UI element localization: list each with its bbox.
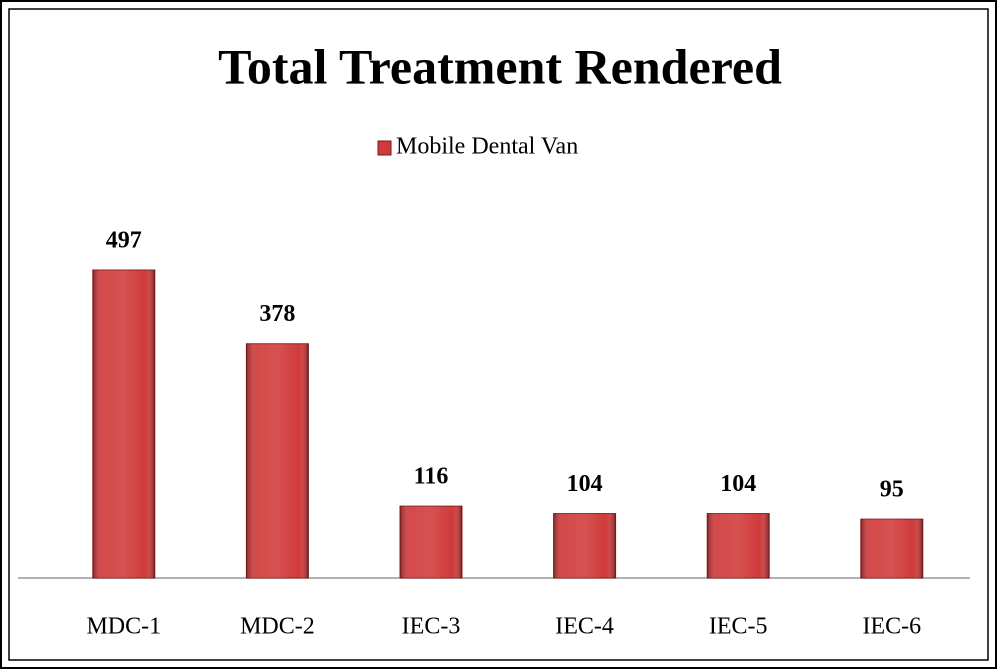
legend-swatch bbox=[377, 140, 392, 156]
data-label: 116 bbox=[414, 464, 449, 490]
data-label: 104 bbox=[720, 471, 756, 497]
bar bbox=[553, 513, 617, 579]
x-tick-label: IEC-5 bbox=[709, 614, 768, 640]
x-tick-label: IEC-6 bbox=[862, 614, 921, 640]
data-label: 104 bbox=[567, 471, 603, 497]
data-label: 378 bbox=[259, 301, 295, 327]
bar bbox=[92, 269, 156, 579]
bar bbox=[399, 505, 463, 579]
legend-label: Mobile Dental Van bbox=[396, 134, 578, 160]
bar bbox=[245, 343, 309, 579]
chart-title: Total Treatment Rendered bbox=[218, 38, 782, 94]
chart-frame bbox=[8, 8, 989, 661]
data-label: 95 bbox=[880, 477, 904, 503]
x-tick-label: MDC-2 bbox=[240, 614, 315, 640]
x-tick-label: IEC-3 bbox=[402, 614, 461, 640]
bar bbox=[706, 513, 770, 579]
x-tick-label: MDC-1 bbox=[86, 614, 161, 640]
x-tick-label: IEC-4 bbox=[555, 614, 614, 640]
bar bbox=[860, 518, 924, 579]
data-label: 497 bbox=[106, 228, 142, 254]
